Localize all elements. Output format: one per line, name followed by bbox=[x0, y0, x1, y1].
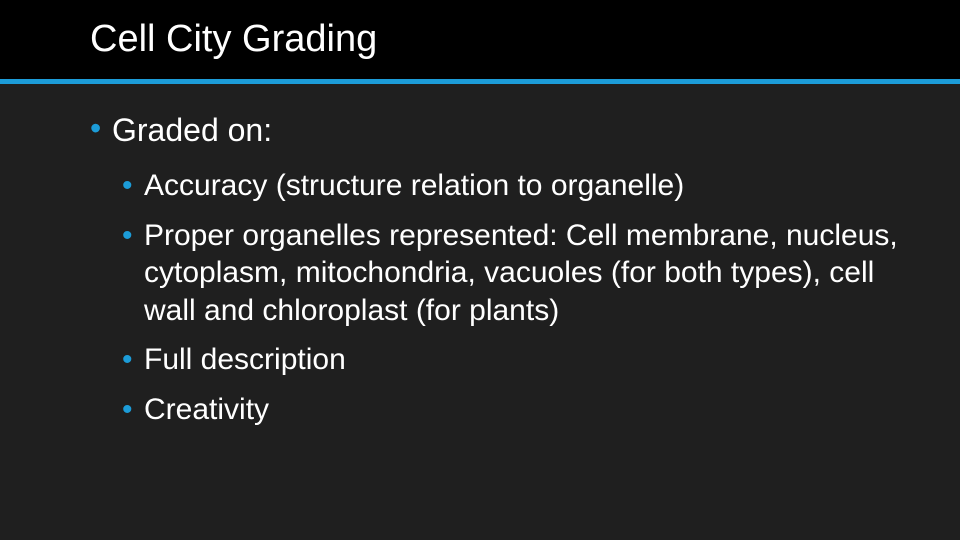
bullet-text: Creativity bbox=[144, 393, 269, 426]
bullet-level2: Proper organelles represented: Cell memb… bbox=[122, 217, 900, 330]
bullet-level2: Creativity bbox=[122, 391, 900, 429]
bullet-level2: Full description bbox=[122, 341, 900, 379]
bullet-text: Full description bbox=[144, 343, 346, 376]
slide-content: Graded on: Accuracy (structure relation … bbox=[0, 84, 960, 428]
bullet-text: Proper organelles represented: Cell memb… bbox=[144, 219, 898, 327]
slide-title: Cell City Grading bbox=[90, 18, 960, 61]
bullet-text: Accuracy (structure relation to organell… bbox=[144, 169, 684, 202]
bullet-text: Graded on: bbox=[112, 112, 272, 148]
slide-header: Cell City Grading bbox=[0, 0, 960, 79]
bullet-level2: Accuracy (structure relation to organell… bbox=[122, 167, 900, 205]
bullet-level1: Graded on: bbox=[90, 112, 900, 149]
